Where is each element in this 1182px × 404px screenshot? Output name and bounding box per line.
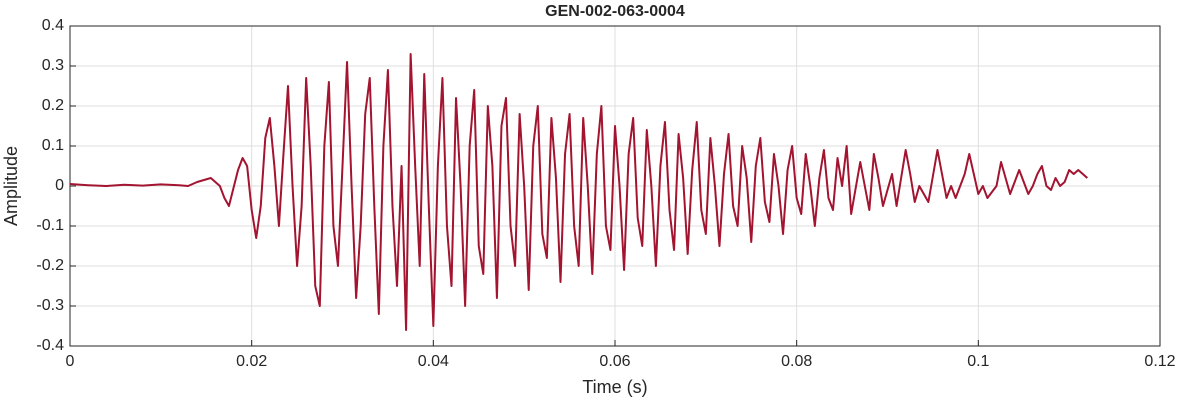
x-tick-label: 0.08 bbox=[781, 353, 812, 370]
y-tick-label: -0.3 bbox=[36, 297, 64, 314]
x-axis-label: Time (s) bbox=[582, 377, 647, 397]
x-tick-label: 0.06 bbox=[599, 353, 630, 370]
y-tick-label: 0.4 bbox=[42, 17, 64, 34]
plot-frame bbox=[69, 25, 1161, 347]
y-tick-label: 0.2 bbox=[42, 97, 64, 114]
y-tick-label: 0.3 bbox=[42, 57, 64, 74]
chart-title: GEN-002-063-0004 bbox=[545, 3, 685, 20]
y-tick-label: -0.1 bbox=[36, 217, 64, 234]
y-tick-label: 0 bbox=[55, 177, 64, 194]
waveform-line bbox=[69, 53, 1088, 331]
x-tick-label: 0 bbox=[66, 353, 75, 370]
x-tick-label: 0.04 bbox=[418, 353, 449, 370]
x-tick-label: 0.1 bbox=[967, 353, 989, 370]
y-tick-label: -0.2 bbox=[36, 257, 64, 274]
x-tick-label: 0.12 bbox=[1144, 353, 1175, 370]
y-tick-label: 0.1 bbox=[42, 137, 64, 154]
y-axis-label: Amplitude bbox=[1, 146, 21, 226]
y-tick-label: -0.4 bbox=[36, 337, 64, 354]
x-tick-label: 0.02 bbox=[236, 353, 267, 370]
